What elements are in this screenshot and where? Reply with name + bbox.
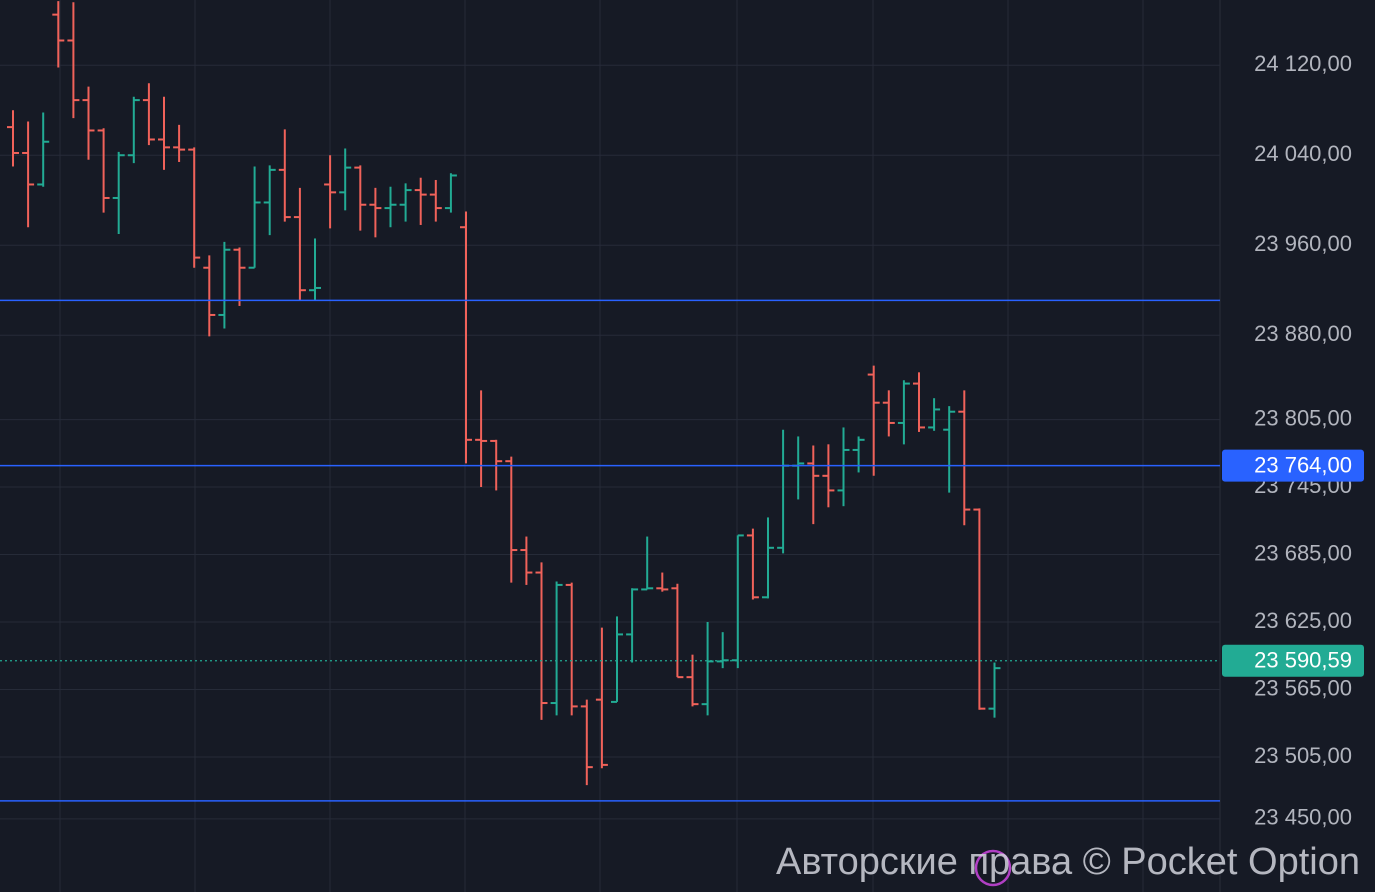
y-tick-label: 23 565,00 <box>1254 675 1352 700</box>
y-tick-label: 23 880,00 <box>1254 321 1352 346</box>
levels <box>0 299 1220 802</box>
watermark-icon <box>974 849 1012 887</box>
y-tick-label: 24 040,00 <box>1254 141 1352 166</box>
y-tick-label: 23 625,00 <box>1254 608 1352 633</box>
y-tick-label: 23 505,00 <box>1254 743 1352 768</box>
y-tick-label: 23 450,00 <box>1254 805 1352 830</box>
price-axis: 24 120,00 24 040,00 23 960,00 23 880,00 23 8… <box>1222 51 1364 830</box>
current-price-label: 23 590,59 <box>1254 648 1352 673</box>
y-tick-label: 24 120,00 <box>1254 51 1352 76</box>
watermark: Авторские права © Pocket Option <box>776 841 1360 883</box>
grid <box>0 64 1220 820</box>
level-label-bg <box>1222 449 1364 482</box>
current-price-bg <box>1222 644 1364 677</box>
y-tick-label: 23 960,00 <box>1254 231 1352 256</box>
y-tick-label: 23 805,00 <box>1254 405 1352 430</box>
level-label: 23 764,00 <box>1254 452 1352 477</box>
bars <box>7 1 1001 786</box>
y-tick-label: 23 685,00 <box>1254 540 1352 565</box>
